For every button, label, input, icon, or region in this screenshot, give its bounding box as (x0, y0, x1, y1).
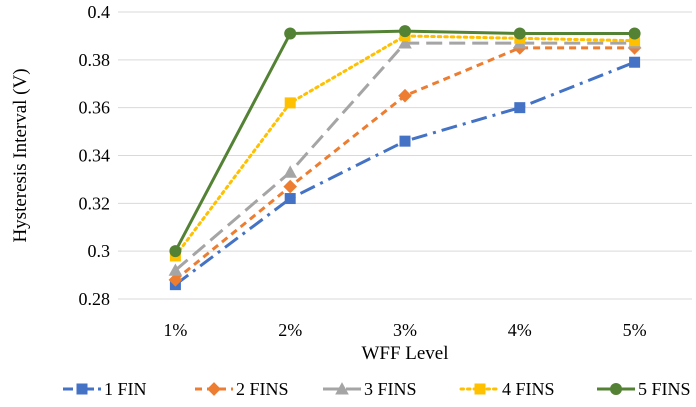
y-tick-label: 0.32 (79, 193, 111, 213)
data-point (629, 56, 641, 68)
legend-item: 4 FINS (459, 379, 555, 399)
data-point (283, 179, 298, 194)
legend-item: 2 FINS (195, 379, 289, 399)
y-tick-label: 0.4 (88, 2, 111, 22)
data-point (284, 27, 297, 40)
legend-label: 5 FINS (638, 379, 691, 399)
data-point (513, 27, 526, 40)
x-tick-label: 2% (278, 320, 302, 340)
legend-marker (207, 382, 221, 396)
data-point (283, 165, 298, 178)
series-5-fins (169, 25, 641, 258)
legend-item: 3 FINS (323, 379, 417, 399)
data-point (398, 88, 412, 103)
x-tick-label: 3% (393, 320, 417, 340)
data-point (168, 273, 183, 287)
legend-item: 1 FIN (63, 379, 147, 399)
series-line (174, 41, 635, 272)
data-point (284, 193, 296, 205)
data-point (399, 135, 411, 147)
data-point (284, 97, 296, 109)
y-axis-ticks: 0.28 0.3 0.32 0.34 0.36 0.38 0.4 (79, 2, 111, 309)
x-tick-label: 4% (508, 320, 532, 340)
data-point (514, 102, 526, 114)
x-tick-label: 1% (163, 320, 187, 340)
series-2-fins (168, 41, 642, 287)
series-line (174, 46, 635, 282)
legend-marker (335, 382, 349, 395)
data-point (398, 36, 412, 49)
x-axis-title: WFF Level (361, 343, 448, 364)
data-point (628, 27, 641, 40)
x-axis-ticks: 1% 2% 3% 4% 5% (163, 320, 646, 340)
legend-label: 2 FINS (236, 379, 289, 399)
data-point (169, 245, 182, 258)
y-tick-label: 0.38 (79, 50, 111, 70)
data-point (629, 35, 641, 47)
series-3-fins (168, 36, 642, 276)
legend-item: 5 FINS (597, 379, 691, 399)
legend-label: 4 FINS (502, 379, 555, 399)
y-axis-title: Hysteresis Interval (V) (10, 68, 31, 242)
legend-label: 1 FIN (104, 379, 147, 399)
data-point (168, 263, 183, 276)
y-tick-label: 0.28 (79, 289, 111, 309)
series-group (168, 25, 642, 291)
y-tick-label: 0.36 (79, 98, 111, 118)
y-tick-label: 0.3 (88, 241, 111, 261)
legend: 1 FIN 2 FINS 3 FINS 4 FINS 5 FINS (63, 379, 691, 399)
legend-marker (76, 383, 88, 395)
legend-label: 3 FINS (364, 379, 417, 399)
y-tick-label: 0.34 (79, 146, 111, 166)
legend-marker (610, 383, 622, 395)
legend-marker (474, 383, 486, 395)
x-tick-label: 5% (623, 320, 647, 340)
data-point (399, 25, 411, 38)
